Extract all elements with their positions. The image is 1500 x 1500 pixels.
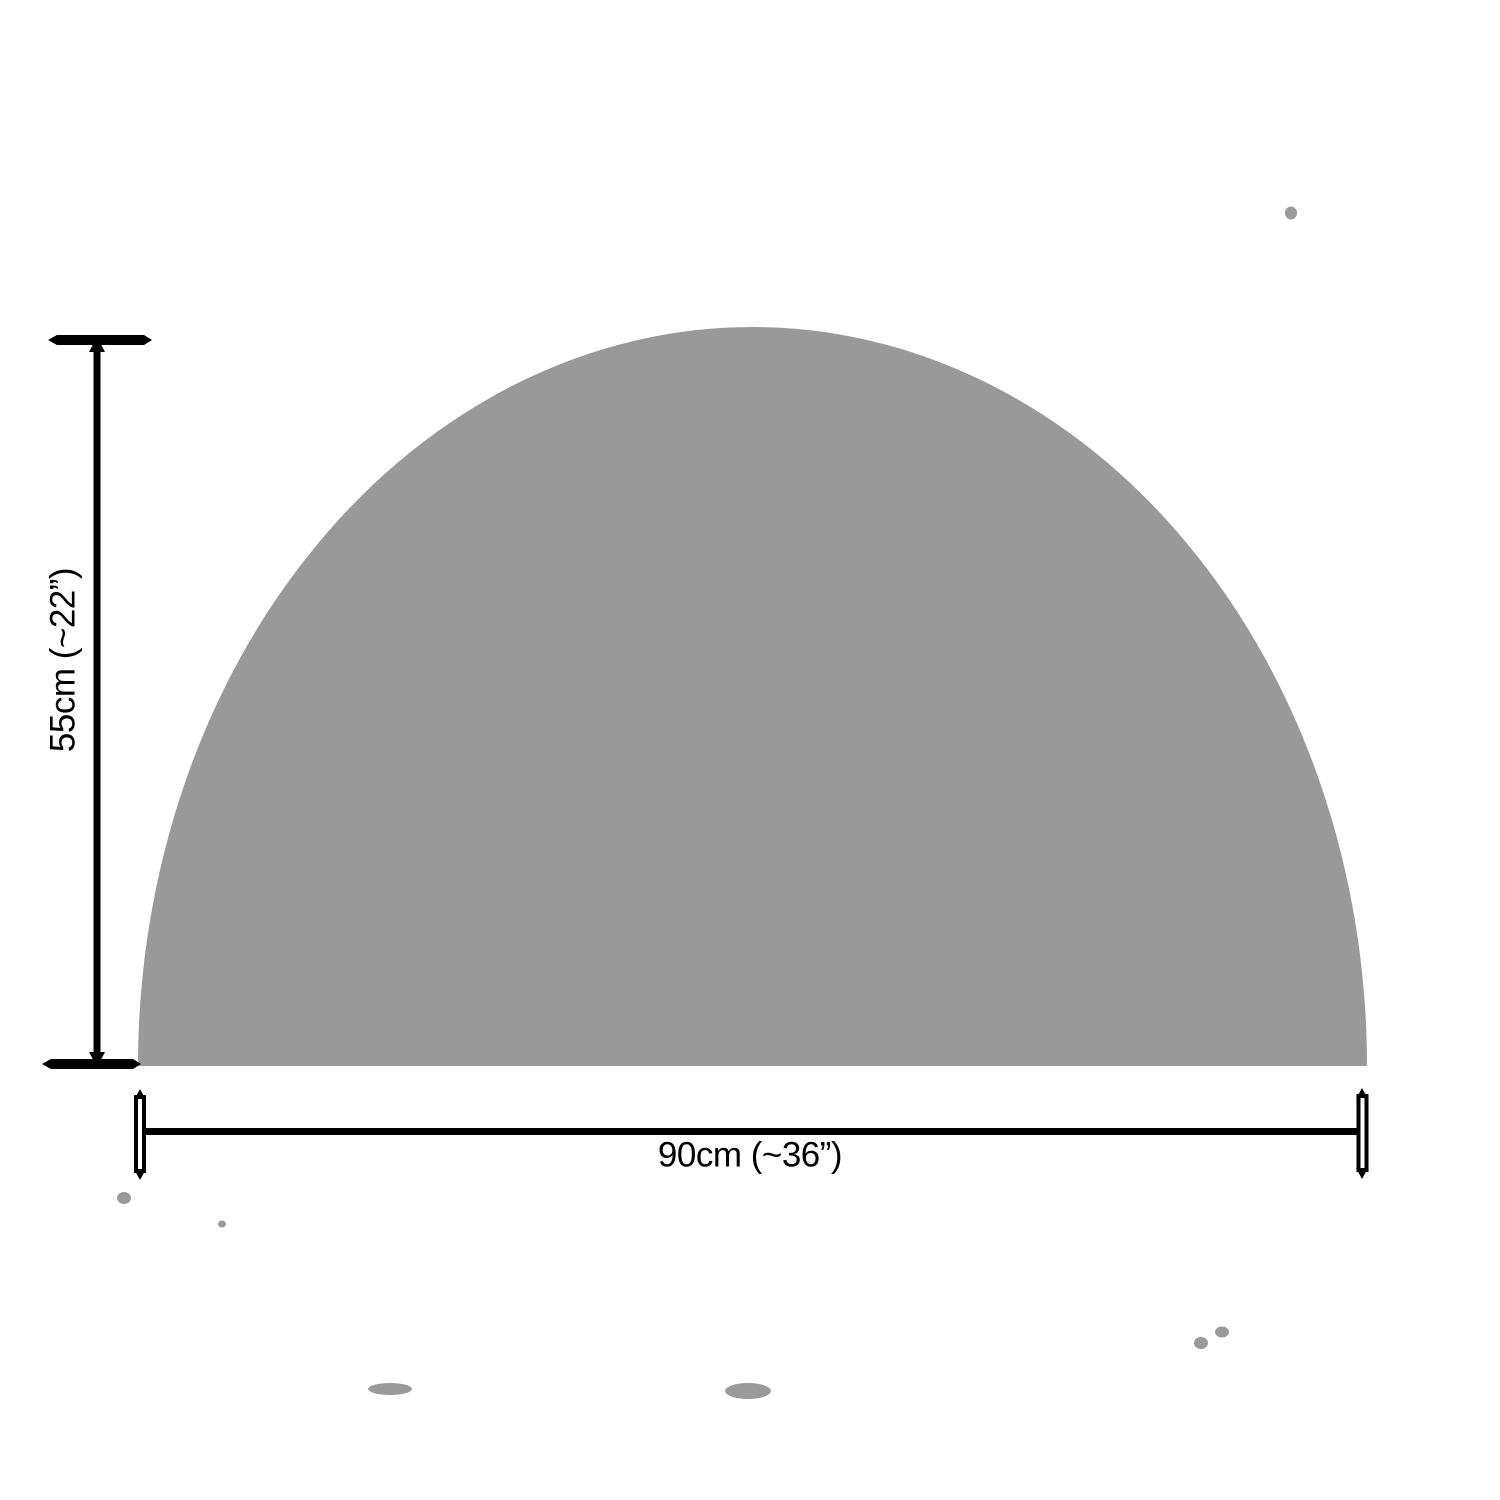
height-dimension-shaft <box>93 345 101 1059</box>
height-dimension-top-cap <box>48 335 152 345</box>
smudge-bottom-center <box>725 1383 771 1399</box>
speck-bottom-right-b <box>1194 1337 1208 1349</box>
speck-bottom-left-small <box>218 1220 226 1228</box>
height-dimension-line <box>42 335 152 1069</box>
width-dimension-left-end-bar <box>134 1095 146 1173</box>
speck-bottom-right-a <box>1215 1326 1229 1338</box>
dome-silhouette <box>138 326 1367 1067</box>
width-dimension-right-end-bar <box>1356 1094 1369 1172</box>
noise-specks <box>117 206 1297 1399</box>
speck-top-right <box>1285 206 1297 220</box>
height-dimension-label: 55cm (~22”) <box>43 567 83 753</box>
width-dimension-line <box>134 1088 1369 1180</box>
height-dimension-bottom-cap <box>42 1059 141 1069</box>
smudge-bottom-left <box>368 1383 412 1395</box>
width-dimension-label: 90cm (~36”) <box>657 1135 843 1175</box>
speck-bottom-left <box>117 1192 131 1204</box>
width-dimension-shaft <box>146 1128 1357 1135</box>
